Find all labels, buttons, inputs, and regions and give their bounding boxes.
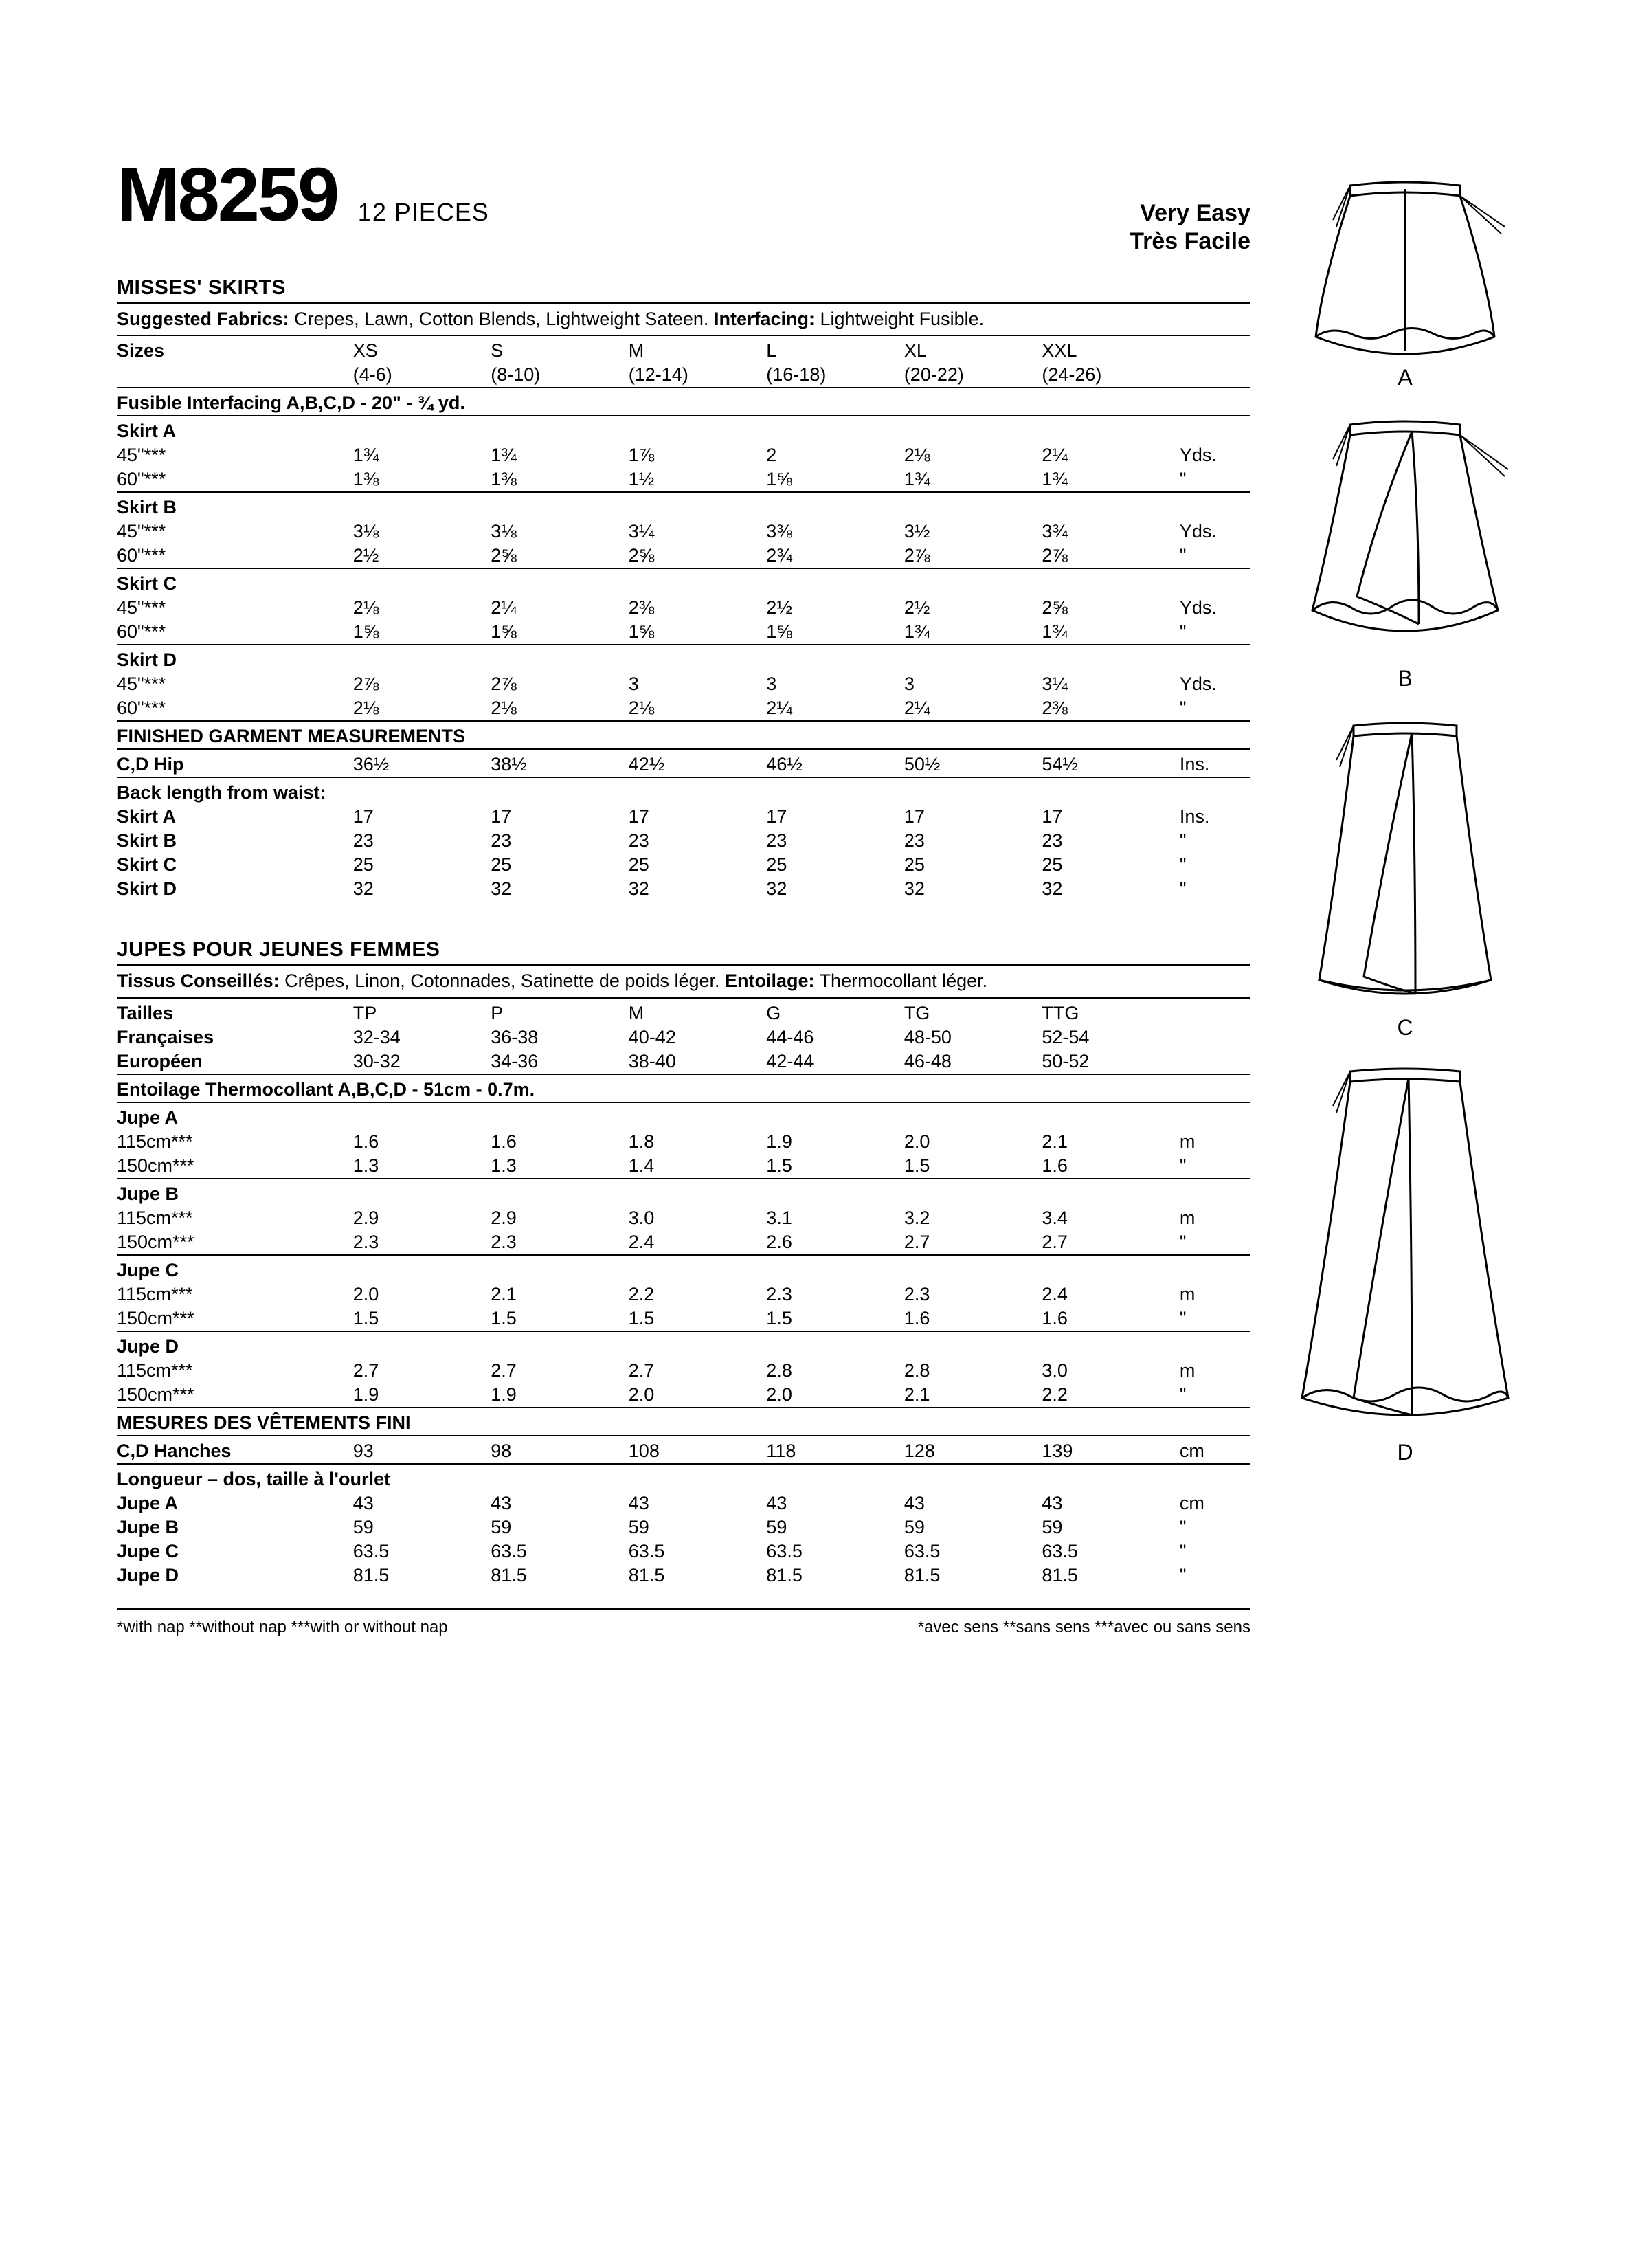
fabrics-fr: Tissus Conseillés: Crêpes, Linon, Cotonn… <box>117 968 1250 994</box>
sketch-c: C <box>1295 705 1515 1041</box>
difficulty-en: Very Easy <box>1130 199 1250 227</box>
fabrics-en: Suggested Fabrics: Crepes, Lawn, Cotton … <box>117 307 1250 333</box>
sketch-a: A <box>1295 158 1515 390</box>
sizing-table-en: Sizes XS S M L XL XXL (4-6)(8-10)(12-14)… <box>117 339 1250 901</box>
difficulty-fr: Très Facile <box>1130 227 1250 256</box>
sketch-b: B <box>1295 404 1515 691</box>
section-title-fr: JUPES POUR JEUNES FEMMES <box>117 938 1250 961</box>
footnotes: *with nap **without nap ***with or witho… <box>117 1608 1250 1637</box>
pieces-count: 12 PIECES <box>358 198 489 226</box>
pattern-number: M8259 <box>117 153 337 237</box>
sizing-table-fr: Tailles TPPMGTGTTG Françaises 32-3436-38… <box>117 1001 1250 1588</box>
section-title-en: MISSES' SKIRTS <box>117 276 1250 300</box>
sketch-d: D <box>1288 1054 1522 1465</box>
